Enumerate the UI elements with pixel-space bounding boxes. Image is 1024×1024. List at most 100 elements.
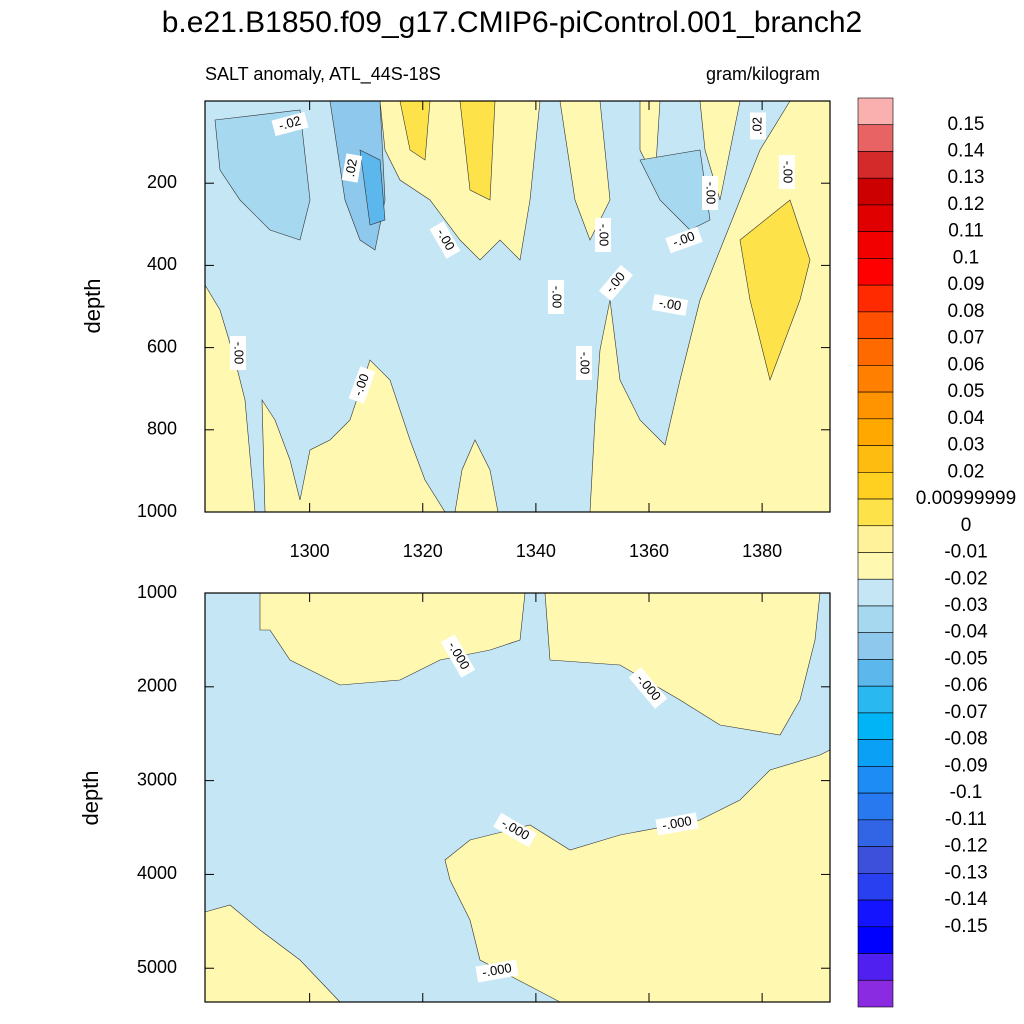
x-tick-label: 1340 <box>516 541 556 561</box>
colorbar-box <box>857 445 894 473</box>
contour-label: -.00 <box>576 346 593 380</box>
colorbar-label: -0.13 <box>944 862 987 883</box>
colorbar-label: 0 <box>961 515 972 536</box>
colorbar-label: 0.07 <box>948 328 985 349</box>
contour-label-box <box>750 112 766 140</box>
contour-label: -.00 <box>548 280 565 314</box>
y-tick-label: 1000 <box>137 501 177 521</box>
colorbar-box <box>857 177 894 206</box>
x-tick-label: 1320 <box>403 541 443 561</box>
contour-label-text: -.00 <box>550 286 565 308</box>
y-tick-label: 400 <box>147 254 177 274</box>
colorbar-box <box>857 685 894 714</box>
contour-label-text: -.02 <box>277 113 303 133</box>
colorbar-label: -0.03 <box>944 595 987 616</box>
colorbar-label: 0.00999999 <box>916 488 1016 509</box>
contour-label-text: .02 <box>749 117 764 135</box>
contour-label-box <box>628 667 668 709</box>
colorbar-box <box>857 151 894 179</box>
colorbar-box <box>857 739 894 767</box>
y-tick-label: 200 <box>147 172 177 192</box>
colorbar-box <box>857 819 894 847</box>
colorbar-box <box>857 712 894 740</box>
colorbar-box <box>857 953 894 981</box>
contour-label-box <box>576 346 592 380</box>
colorbar-label: -0.14 <box>944 889 988 910</box>
y-tick-label: 800 <box>147 419 177 439</box>
colorbar-label: 0.09 <box>948 274 985 295</box>
contour-label-box <box>493 812 537 848</box>
colorbar-box <box>857 899 894 928</box>
colorbar-box <box>857 97 894 126</box>
colorbar-label: 0.05 <box>948 381 985 402</box>
colorbar-label: 0.04 <box>948 408 985 429</box>
contour-label-text: -.00 <box>597 224 612 246</box>
contour-label-text: -.00 <box>704 182 719 204</box>
colorbar-label: 0.12 <box>948 194 985 215</box>
contour-label: -.02 <box>271 111 309 137</box>
contour-label-box <box>341 153 363 183</box>
colorbar-box <box>857 979 894 1008</box>
y-axis-label: depth <box>80 278 105 333</box>
y-tick-label: 2000 <box>137 676 177 696</box>
contour-label: -.00 <box>651 294 689 316</box>
colorbar-label: 0.14 <box>948 140 985 161</box>
contour-label-text: -.00 <box>671 228 697 250</box>
contour-label: -.00 <box>779 155 796 189</box>
colorbar-label: 0.06 <box>948 354 985 375</box>
y-tick-label: 600 <box>147 336 177 356</box>
contour-label-box <box>651 294 689 316</box>
colorbar-label: 0.03 <box>948 435 985 456</box>
contour-label-box <box>655 812 699 836</box>
colorbar-label: -0.04 <box>944 622 988 643</box>
colorbar-label: -0.05 <box>944 648 987 669</box>
contour-label: -.000 <box>655 812 699 836</box>
contour-label-box <box>230 336 246 370</box>
y-tick-label: 3000 <box>137 769 177 789</box>
x-tick-label: 1380 <box>742 541 782 561</box>
colorbar-box <box>857 498 894 527</box>
contour-label-box <box>779 155 795 189</box>
chart-title: b.e21.B1850.f09_g17.CMIP6-piControl.001_… <box>162 6 863 39</box>
contour-label-box <box>702 176 718 210</box>
colorbar-box <box>857 525 894 553</box>
contour-label-text: -.00 <box>232 342 247 364</box>
colorbar-label: -0.02 <box>944 568 987 589</box>
colorbar-box <box>857 231 894 259</box>
colorbar-box <box>857 418 894 446</box>
contour-fills <box>204 592 831 1003</box>
colorbar-label: -0.09 <box>944 755 987 776</box>
colorbar-label: 0.08 <box>948 301 985 322</box>
colorbar-box <box>857 873 894 901</box>
colorbar-box <box>857 766 894 794</box>
contour-label: -.00 <box>429 221 461 259</box>
y-tick-label: 1000 <box>137 582 177 602</box>
contour-label-box <box>271 111 309 137</box>
x-tick-label: 1360 <box>629 541 669 561</box>
colorbar-box <box>857 632 894 660</box>
colorbar-box <box>857 391 894 420</box>
contour-label: -.00 <box>665 226 703 254</box>
colorbar-box <box>857 365 894 393</box>
colorbar-label: -0.11 <box>945 809 987 830</box>
colorbar-label: 0.13 <box>948 167 985 188</box>
contour-label-box <box>598 264 634 302</box>
contour-label-box <box>475 959 519 983</box>
contour-label: -.000 <box>475 959 519 983</box>
contour-label-text: -.00 <box>658 295 683 314</box>
colorbar-box <box>857 926 894 954</box>
contour-label-box <box>665 226 703 254</box>
contour-label-text: .02 <box>342 158 360 178</box>
colorbar-box <box>857 338 894 366</box>
colorbar-box <box>857 311 894 339</box>
colorbar-box <box>857 578 894 607</box>
colorbar-box <box>857 846 894 874</box>
colorbar-label: -0.08 <box>944 729 987 750</box>
contour-label-text: -.00 <box>578 352 593 374</box>
colorbar-box <box>857 124 894 152</box>
contour-label-box <box>429 221 461 259</box>
colorbar-box <box>857 258 894 286</box>
contour-label-box <box>595 218 611 252</box>
colorbar-box <box>857 605 894 634</box>
